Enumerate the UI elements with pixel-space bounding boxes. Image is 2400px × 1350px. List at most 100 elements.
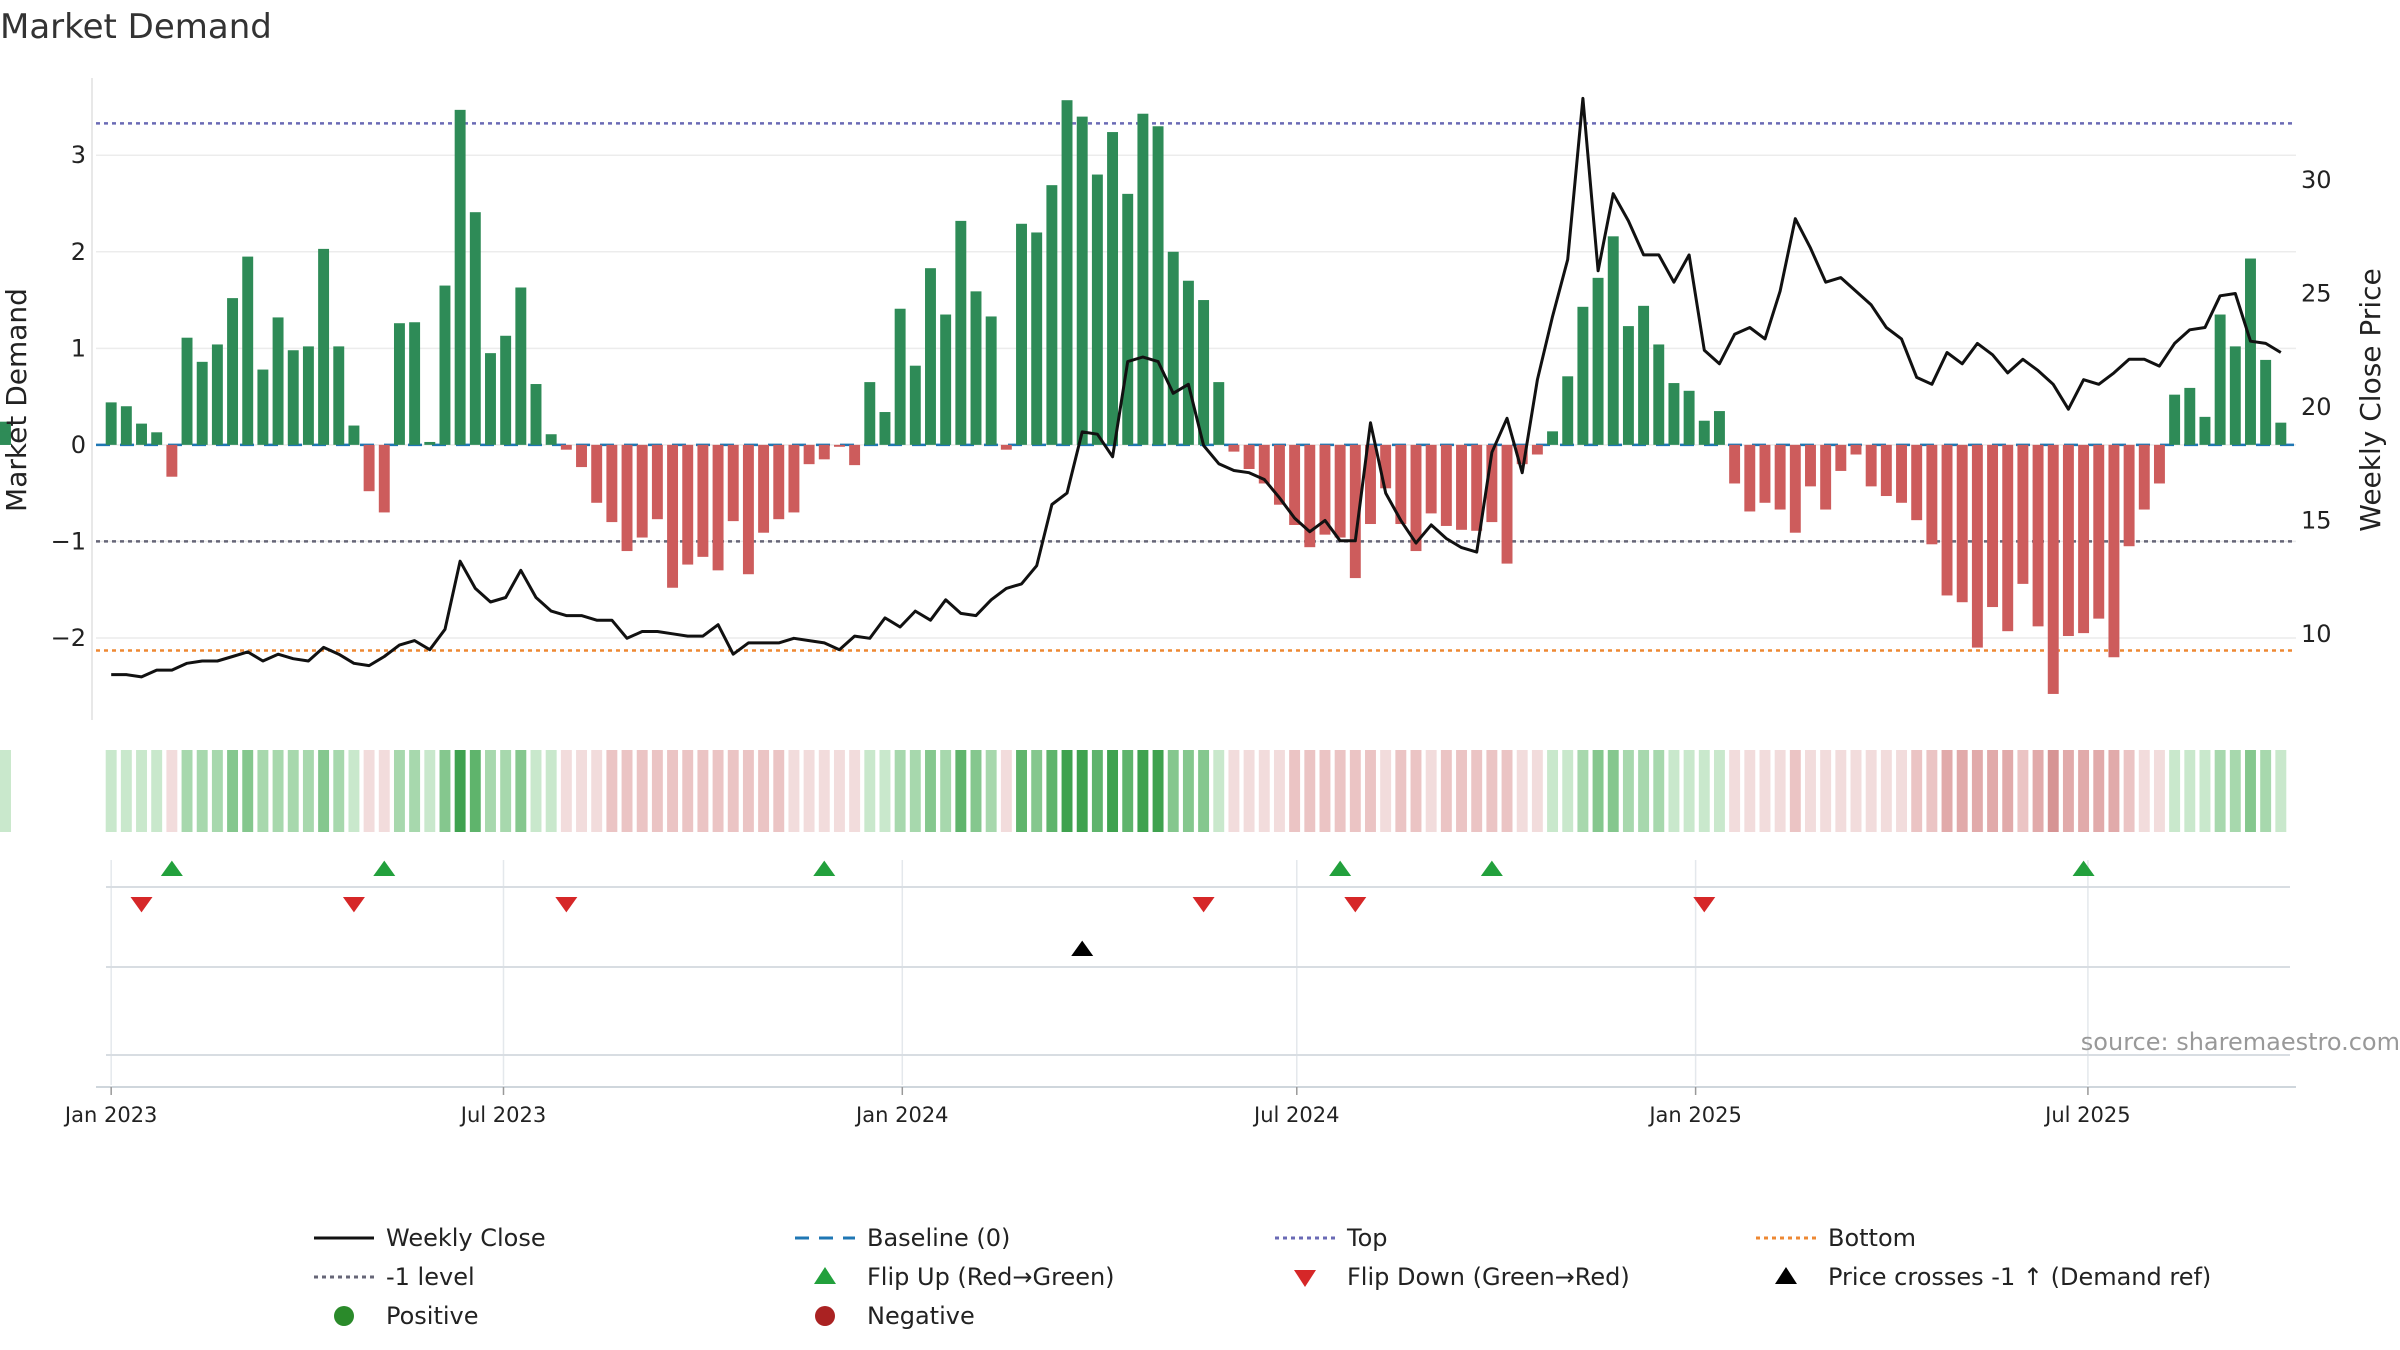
heat-cell (1213, 750, 1225, 832)
demand-bar (667, 444, 679, 588)
demand-bar (2199, 416, 2211, 445)
legend-bottom: Bottom (1756, 1224, 1916, 1252)
demand-bar (1592, 277, 1604, 445)
legend-positive: Positive (334, 1302, 479, 1330)
demand-bar (2017, 444, 2029, 584)
y2-axis-label: Weekly Close Price (2354, 268, 2387, 531)
heat-cell (2047, 750, 2059, 832)
heat-cell (424, 750, 436, 832)
demand-bar (636, 444, 648, 538)
demand-bar (1956, 444, 1968, 603)
x-tick-label: Jan 2023 (63, 1103, 158, 1127)
demand-bar (1304, 444, 1316, 548)
heat-cell (1061, 750, 1073, 832)
heat-cell (348, 750, 360, 832)
demand-bar (515, 287, 527, 445)
flip-up-marker (813, 860, 836, 877)
heat-cell (985, 750, 997, 832)
y2-tick-label: 15 (2301, 506, 2332, 534)
demand-bar (1198, 300, 1210, 445)
heat-cell (2123, 750, 2135, 832)
heat-cell (1941, 750, 1953, 832)
demand-bar (864, 382, 876, 445)
legend-label: -1 level (386, 1263, 475, 1291)
demand-bar (1152, 126, 1164, 445)
heat-cell (1577, 750, 1589, 832)
demand-bar (651, 444, 663, 520)
demand-bar (302, 346, 314, 445)
demand-bar (1820, 444, 1832, 510)
y2-tick-label: 30 (2301, 166, 2332, 194)
demand-bar (560, 444, 572, 450)
heat-cell (1107, 750, 1119, 832)
heat-cell (105, 750, 117, 832)
x-tick-label: Jan 2024 (854, 1103, 949, 1127)
demand-bar (1668, 383, 1680, 445)
heat-cell (1713, 750, 1725, 832)
heat-cell (818, 750, 830, 832)
demand-bar (1243, 444, 1255, 469)
heat-cell (120, 750, 132, 832)
heat-cell (651, 750, 663, 832)
demand-bar (879, 412, 891, 445)
heat-cell (1987, 750, 1999, 832)
demand-bar (1971, 444, 1983, 648)
weekly-close-line (111, 96, 2282, 679)
heat-cell (1182, 750, 1194, 832)
heat-cell (1456, 750, 1467, 832)
legend-1-level: -1 level (314, 1263, 475, 1291)
flip-up-marker (160, 860, 183, 877)
heat-cell (227, 750, 239, 832)
demand-bar (1941, 444, 1953, 596)
heat-cell (2078, 750, 2090, 832)
demand-bar (1137, 113, 1149, 445)
flip-up-marker (373, 860, 396, 877)
heat-cell (576, 750, 587, 832)
demand-bar (1365, 444, 1376, 525)
heat-cell (439, 750, 451, 832)
demand-bar (2153, 444, 2165, 484)
legend-label: Price crosses -1 ↑ (Demand ref) (1828, 1263, 2211, 1291)
heat-cell (1744, 750, 1756, 832)
demand-bar (1531, 444, 1543, 455)
heat-cell (1000, 750, 1012, 832)
y-tick-label: −2 (51, 624, 86, 652)
source-label: source: sharemaestro.com (2081, 1028, 2400, 1056)
flip-up-marker (1329, 860, 1352, 877)
demand-bar (1213, 382, 1225, 445)
heat-cell (530, 750, 542, 832)
heat-cell (1531, 750, 1543, 832)
heat-cell (849, 750, 861, 832)
heat-cell (2245, 750, 2256, 832)
demand-bar (849, 444, 861, 466)
heat-cell (970, 750, 982, 832)
heat-cell (2169, 750, 2181, 832)
heat-cell (211, 750, 223, 832)
demand-bar (1273, 444, 1285, 505)
demand-bar (2123, 444, 2135, 547)
heat-cell (1622, 750, 1634, 832)
demand-bar (1880, 444, 1892, 497)
demand-bar (833, 444, 845, 447)
heat-cell (1046, 750, 1058, 832)
y2-tick-label: 25 (2301, 280, 2332, 308)
heat-cell (136, 750, 147, 832)
heat-cell (2229, 750, 2241, 832)
heat-cell (697, 750, 709, 832)
heat-cell (181, 750, 193, 832)
heat-cell (1198, 750, 1210, 832)
heat-cell (1911, 750, 1923, 832)
heat-cell (1607, 750, 1619, 832)
demand-bar (2093, 444, 2105, 619)
demand-bar (1744, 444, 1756, 512)
legend-swatch (1294, 1270, 1316, 1287)
demand-bar (1729, 444, 1741, 484)
demand-bar (333, 346, 345, 445)
demand-bar (2032, 444, 2044, 627)
demand-bar (682, 444, 694, 565)
heat-cell (287, 750, 299, 832)
heat-cell (333, 750, 345, 832)
heat-cell (1865, 750, 1877, 832)
heat-cell (318, 750, 330, 832)
demand-bar (1395, 444, 1407, 525)
